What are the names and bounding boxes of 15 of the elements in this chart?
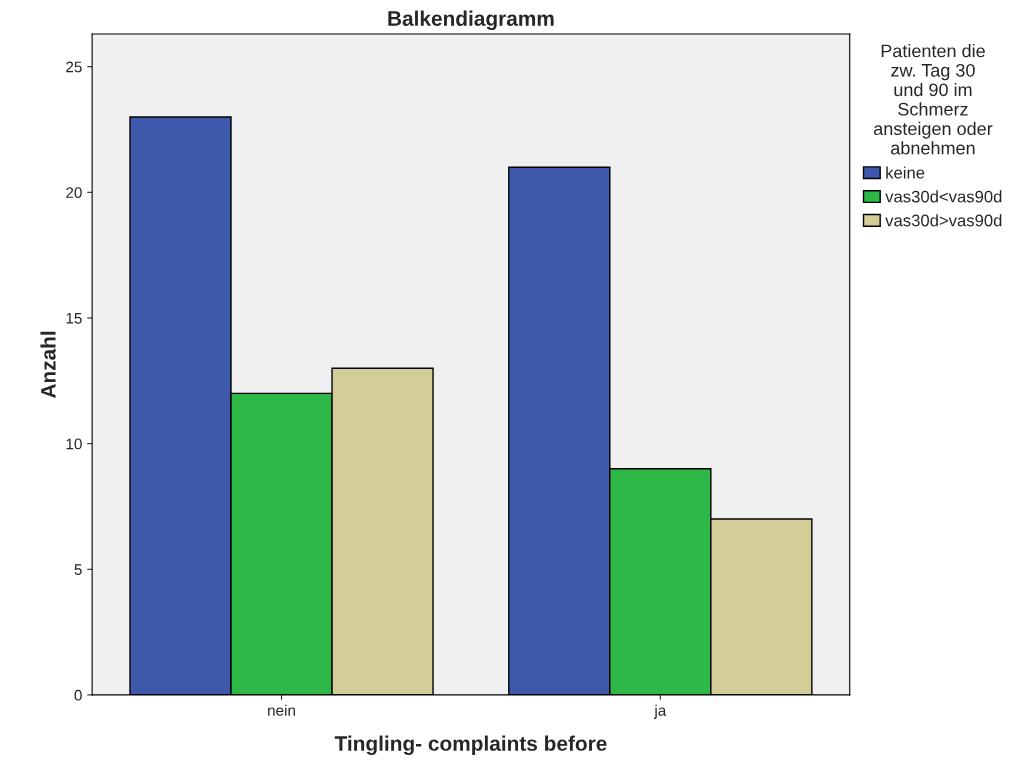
y-tick-label: 15: [66, 313, 82, 324]
chart-title: Balkendiagramm: [388, 10, 554, 31]
legend-title: Patienten die zw. Tag 30 und 90 im Schmerz ansteigen oder abnehmen: [874, 44, 993, 155]
y-tick-label: 20: [66, 187, 82, 199]
y-tick-label: 10: [66, 438, 82, 450]
x-tick-label: nein: [268, 704, 295, 716]
legend-label: vas30d<vas90d: [885, 190, 1002, 203]
y-tick-label: 0: [74, 689, 82, 701]
x-axis-title: Tingling- complaints before: [334, 735, 607, 756]
x-tick-label: ja: [654, 704, 667, 719]
y-tick-label: 5: [74, 564, 82, 575]
legend-label: keine: [886, 166, 925, 179]
y-axis-title: Anzahl: [40, 331, 56, 399]
legend-label: vas30d>vas90d: [885, 214, 1002, 227]
y-tick-label: 25: [66, 61, 82, 73]
